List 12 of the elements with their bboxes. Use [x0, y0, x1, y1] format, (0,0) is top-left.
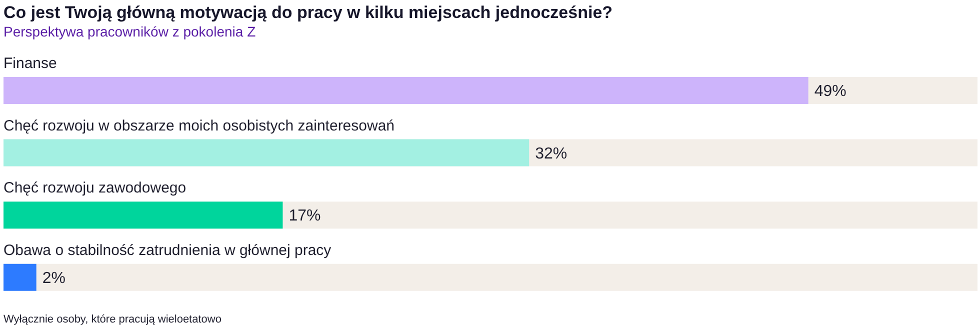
data-label: 2% [42, 270, 66, 287]
text: Perspektywa pracowników z pokolenia Z [4, 24, 256, 40]
y-tick-label: Obawa o stabilność zatrudnienia w głównej pracy [4, 242, 332, 259]
y-tick-label: Chęć rozwoju w obszarze moich osobistych zainteresowań [4, 117, 395, 134]
y-tick-label: Finanse [4, 55, 57, 72]
data-label: 49% [814, 83, 846, 100]
data-label: 17% [288, 208, 321, 225]
data-label: 32% [535, 145, 568, 162]
bar [4, 264, 36, 291]
chart-title: Co jest Twoją główną motywacją do pracy w kilku miejscach jednocześnie? [4, 3, 613, 22]
y-tick-label: Chęć rozwoju zawodowego [4, 180, 186, 197]
annotation: Wyłącznie osoby, które pracują wieloetatowo [4, 314, 222, 326]
